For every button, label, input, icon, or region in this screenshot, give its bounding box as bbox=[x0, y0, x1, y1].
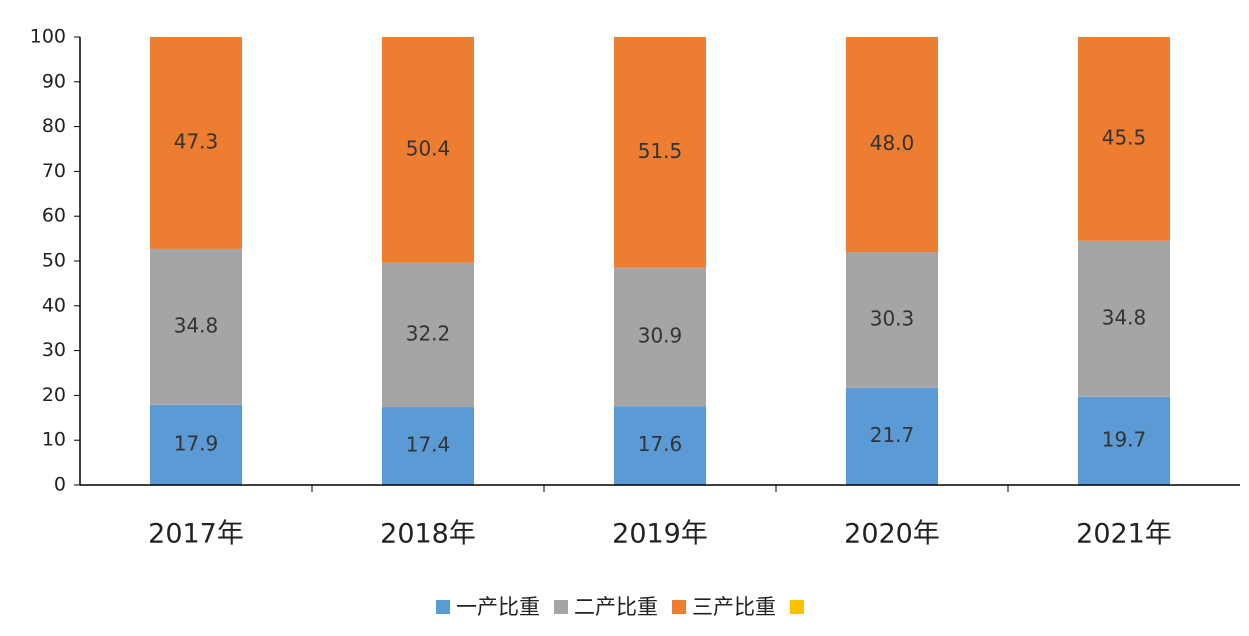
y-tick-label: 60 bbox=[42, 205, 66, 227]
bar-segment bbox=[1078, 396, 1170, 485]
legend-swatch bbox=[790, 600, 804, 614]
y-tick-label: 90 bbox=[42, 70, 66, 92]
data-label: 19.7 bbox=[1102, 427, 1147, 451]
data-label: 17.9 bbox=[174, 431, 219, 455]
data-label: 17.6 bbox=[638, 432, 683, 456]
bar-segment bbox=[846, 387, 938, 485]
legend-swatch bbox=[436, 600, 450, 614]
legend-swatch bbox=[672, 600, 686, 614]
data-label: 17.4 bbox=[406, 433, 451, 457]
y-tick-label: 100 bbox=[30, 26, 66, 48]
data-label: 21.7 bbox=[870, 423, 915, 447]
data-label: 47.3 bbox=[174, 129, 219, 153]
legend-label: 三产比重 bbox=[692, 595, 776, 619]
bar-segment bbox=[846, 252, 938, 388]
bar-segment bbox=[150, 404, 242, 485]
data-label: 50.4 bbox=[406, 136, 451, 160]
y-tick-label: 0 bbox=[54, 474, 66, 496]
x-tick-label: 2019年 bbox=[612, 519, 708, 550]
legend-label: 二产比重 bbox=[574, 595, 658, 619]
data-label: 48.0 bbox=[870, 131, 915, 155]
legend-label: 一产比重 bbox=[456, 595, 540, 619]
data-label: 30.9 bbox=[638, 323, 683, 347]
data-label: 34.8 bbox=[1102, 305, 1147, 329]
y-tick-label: 80 bbox=[42, 115, 66, 137]
data-label: 32.2 bbox=[406, 321, 451, 345]
x-tick-label: 2020年 bbox=[844, 519, 940, 550]
bar-segment bbox=[150, 37, 242, 249]
bar-segment bbox=[846, 37, 938, 253]
bar-segment bbox=[614, 37, 706, 268]
data-label: 34.8 bbox=[174, 313, 219, 337]
bar-segment bbox=[1078, 37, 1170, 241]
data-label: 45.5 bbox=[1102, 125, 1147, 149]
y-tick-label: 10 bbox=[42, 429, 66, 451]
bar-segment bbox=[150, 248, 242, 405]
y-tick-label: 30 bbox=[42, 339, 66, 361]
y-tick-label: 70 bbox=[42, 160, 66, 182]
bar-segment bbox=[614, 406, 706, 485]
data-label: 30.3 bbox=[870, 306, 915, 330]
data-label: 51.5 bbox=[638, 139, 683, 163]
bar-segment bbox=[382, 407, 474, 485]
bar-segment bbox=[382, 37, 474, 263]
legend-swatch bbox=[554, 600, 568, 614]
y-tick-label: 50 bbox=[42, 250, 66, 272]
bar-segment bbox=[614, 267, 706, 407]
x-tick-label: 2017年 bbox=[148, 519, 244, 550]
x-tick-label: 2021年 bbox=[1076, 519, 1172, 550]
y-tick-label: 20 bbox=[42, 384, 66, 406]
x-tick-label: 2018年 bbox=[380, 519, 476, 550]
bar-segment bbox=[382, 262, 474, 408]
y-tick-label: 40 bbox=[42, 294, 66, 316]
bar-segment bbox=[1078, 240, 1170, 397]
